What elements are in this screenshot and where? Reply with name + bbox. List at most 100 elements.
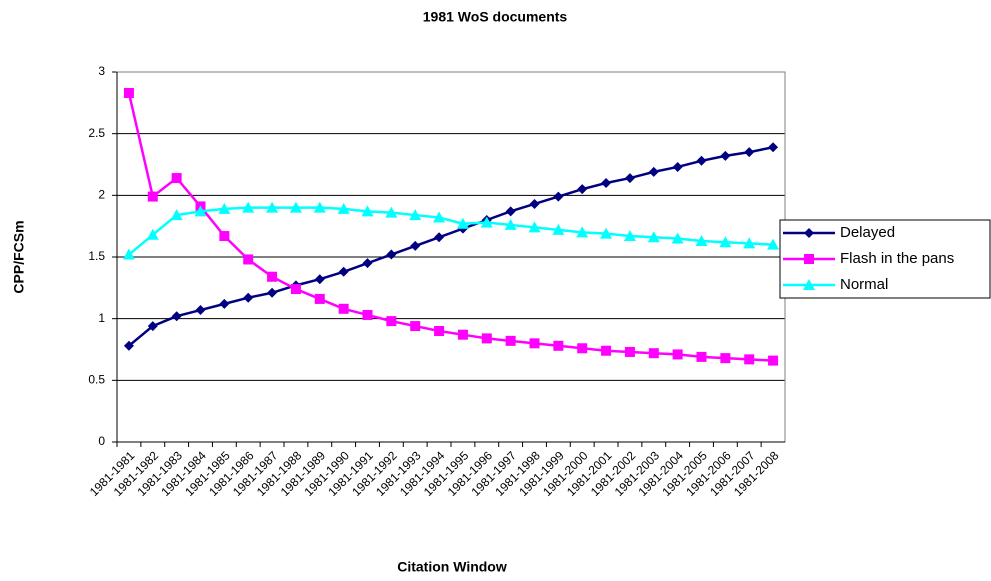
data-point <box>624 173 635 184</box>
y-tick-label: 0.5 <box>88 373 105 387</box>
data-point <box>695 234 708 246</box>
data-point <box>552 223 565 235</box>
data-point <box>338 303 349 314</box>
data-point <box>219 298 230 309</box>
data-point <box>720 150 731 161</box>
data-point <box>170 209 183 221</box>
data-point <box>386 316 397 327</box>
data-point <box>720 353 731 364</box>
data-point <box>314 293 325 304</box>
data-point <box>553 191 564 202</box>
data-point <box>147 191 158 202</box>
data-point <box>672 161 683 172</box>
y-tick-label: 2 <box>98 188 105 202</box>
series-line <box>128 206 774 256</box>
data-point <box>743 237 756 249</box>
data-point <box>744 147 755 158</box>
legend-marker <box>804 228 814 238</box>
data-point <box>410 321 421 332</box>
data-point <box>410 240 421 251</box>
data-point <box>266 201 279 213</box>
data-point <box>529 198 540 209</box>
data-point <box>768 355 779 366</box>
data-point <box>146 228 159 240</box>
data-point <box>433 211 446 223</box>
x-axis-label: Citation Window <box>397 559 507 575</box>
data-point <box>767 238 780 250</box>
data-point <box>623 230 636 242</box>
data-point <box>147 321 158 332</box>
data-point <box>267 271 278 282</box>
data-point <box>480 216 493 228</box>
data-point <box>768 142 779 153</box>
series-line <box>128 146 774 347</box>
data-point <box>409 209 422 221</box>
y-tick-label: 2.5 <box>88 126 105 140</box>
legend-marker <box>804 254 814 264</box>
data-point <box>219 231 230 242</box>
series-line <box>127 92 774 362</box>
legend-label: Delayed <box>840 224 895 241</box>
data-point <box>457 329 468 340</box>
data-point <box>456 217 469 229</box>
data-point <box>290 284 301 295</box>
data-point <box>267 287 278 298</box>
data-point <box>577 343 588 354</box>
data-point <box>601 178 612 188</box>
data-point <box>577 184 588 195</box>
legend-marker <box>803 279 815 290</box>
data-point <box>528 221 541 233</box>
legend-label: Normal <box>840 276 888 293</box>
data-point <box>505 335 516 346</box>
data-point <box>243 292 254 303</box>
data-point <box>576 226 589 238</box>
data-point <box>195 305 206 316</box>
data-point <box>337 202 350 214</box>
data-point <box>696 155 707 166</box>
data-point <box>123 340 134 351</box>
data-point <box>553 340 564 351</box>
data-point <box>386 249 397 260</box>
data-point <box>672 349 683 360</box>
data-point <box>385 206 398 218</box>
y-tick-label: 3 <box>98 64 105 78</box>
data-point <box>313 201 326 213</box>
data-point <box>242 201 255 213</box>
data-point <box>362 309 373 320</box>
data-point <box>314 274 325 285</box>
data-point <box>505 206 516 217</box>
data-point <box>171 173 182 184</box>
data-point <box>123 87 134 98</box>
y-axis-label: CPP/FCSm <box>11 220 27 293</box>
data-point <box>529 338 540 349</box>
data-point <box>338 266 349 277</box>
data-point <box>744 354 755 365</box>
chart-title: 1981 WoS documents <box>423 9 568 25</box>
data-point <box>648 348 659 359</box>
data-point <box>671 232 684 244</box>
data-point <box>362 258 373 269</box>
data-point <box>194 205 207 217</box>
data-point <box>243 254 254 265</box>
data-point <box>696 351 707 362</box>
data-point <box>719 236 732 248</box>
data-point <box>434 326 445 336</box>
data-point <box>624 346 635 357</box>
data-point <box>601 345 612 356</box>
data-point <box>122 248 135 260</box>
data-point <box>218 202 231 214</box>
y-tick-label: 1.5 <box>88 249 105 263</box>
data-point <box>481 333 492 344</box>
data-point <box>600 227 613 239</box>
legend-label: Flash in the pans <box>840 250 954 267</box>
y-tick-label: 1 <box>98 311 105 325</box>
data-point <box>647 231 660 243</box>
data-point <box>504 218 517 230</box>
data-point <box>289 201 302 213</box>
data-point <box>171 311 182 322</box>
data-point <box>361 205 374 217</box>
data-point <box>434 232 445 243</box>
data-point <box>648 166 659 177</box>
y-tick-label: 0 <box>98 434 105 448</box>
